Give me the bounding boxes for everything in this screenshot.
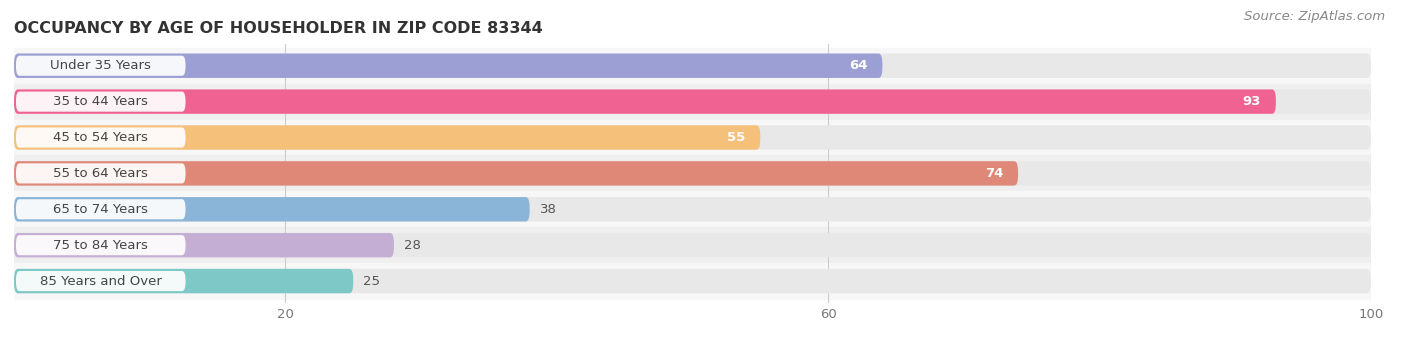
FancyBboxPatch shape	[14, 161, 1018, 186]
FancyBboxPatch shape	[14, 89, 1371, 114]
Text: 85 Years and Over: 85 Years and Over	[39, 275, 162, 288]
Text: 38: 38	[540, 203, 557, 216]
FancyBboxPatch shape	[15, 235, 186, 255]
Text: OCCUPANCY BY AGE OF HOUSEHOLDER IN ZIP CODE 83344: OCCUPANCY BY AGE OF HOUSEHOLDER IN ZIP C…	[14, 21, 543, 36]
FancyBboxPatch shape	[14, 269, 353, 293]
Text: 65 to 74 Years: 65 to 74 Years	[53, 203, 148, 216]
FancyBboxPatch shape	[14, 89, 1275, 114]
Bar	[14, 227, 1371, 263]
FancyBboxPatch shape	[15, 128, 186, 148]
Bar	[14, 155, 1371, 191]
Bar	[14, 48, 1371, 84]
FancyBboxPatch shape	[14, 161, 1371, 186]
FancyBboxPatch shape	[14, 233, 394, 257]
Text: 64: 64	[849, 59, 868, 72]
Text: 93: 93	[1243, 95, 1261, 108]
FancyBboxPatch shape	[14, 197, 530, 221]
FancyBboxPatch shape	[14, 53, 883, 78]
Bar	[14, 84, 1371, 120]
FancyBboxPatch shape	[15, 271, 186, 291]
FancyBboxPatch shape	[14, 125, 1371, 150]
Text: 25: 25	[363, 275, 380, 288]
FancyBboxPatch shape	[14, 125, 761, 150]
Bar	[14, 263, 1371, 299]
FancyBboxPatch shape	[14, 197, 1371, 221]
FancyBboxPatch shape	[15, 91, 186, 112]
FancyBboxPatch shape	[14, 53, 1371, 78]
FancyBboxPatch shape	[15, 56, 186, 76]
FancyBboxPatch shape	[15, 199, 186, 219]
Bar	[14, 120, 1371, 155]
Text: 35 to 44 Years: 35 to 44 Years	[53, 95, 148, 108]
Text: 55 to 64 Years: 55 to 64 Years	[53, 167, 148, 180]
FancyBboxPatch shape	[14, 269, 1371, 293]
Bar	[14, 191, 1371, 227]
Text: 55: 55	[727, 131, 745, 144]
Text: Under 35 Years: Under 35 Years	[51, 59, 152, 72]
Text: 75 to 84 Years: 75 to 84 Years	[53, 239, 148, 252]
FancyBboxPatch shape	[15, 163, 186, 184]
Text: Source: ZipAtlas.com: Source: ZipAtlas.com	[1244, 10, 1385, 23]
FancyBboxPatch shape	[14, 233, 1371, 257]
Text: 74: 74	[984, 167, 1002, 180]
Text: 28: 28	[404, 239, 420, 252]
Text: 45 to 54 Years: 45 to 54 Years	[53, 131, 148, 144]
